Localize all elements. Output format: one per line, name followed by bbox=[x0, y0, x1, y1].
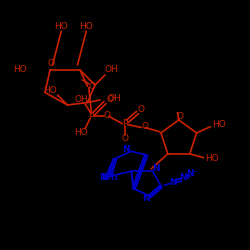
Text: OH: OH bbox=[74, 95, 88, 104]
Text: OH: OH bbox=[104, 66, 118, 74]
Text: O: O bbox=[176, 112, 184, 121]
Text: N⁺: N⁺ bbox=[179, 174, 191, 182]
Text: N: N bbox=[122, 146, 130, 154]
Text: HO: HO bbox=[43, 86, 57, 94]
Text: HO: HO bbox=[212, 120, 226, 129]
Text: NH₂: NH₂ bbox=[99, 173, 118, 182]
Text: O: O bbox=[48, 59, 55, 68]
Text: HO: HO bbox=[206, 154, 219, 164]
Text: O: O bbox=[122, 134, 128, 143]
Text: OH: OH bbox=[108, 94, 121, 103]
Text: N: N bbox=[169, 178, 176, 187]
Text: HO: HO bbox=[13, 66, 27, 74]
Text: N: N bbox=[142, 194, 150, 203]
Text: P: P bbox=[122, 119, 128, 128]
Text: N: N bbox=[152, 164, 160, 173]
Text: HO: HO bbox=[54, 22, 68, 31]
Text: HO: HO bbox=[80, 22, 93, 31]
Text: N: N bbox=[101, 173, 109, 182]
Text: P: P bbox=[88, 112, 94, 121]
Text: O: O bbox=[138, 105, 145, 114]
Text: HO: HO bbox=[74, 128, 88, 137]
Text: N⁻: N⁻ bbox=[186, 168, 199, 177]
Text: O: O bbox=[88, 82, 95, 91]
Text: O: O bbox=[106, 95, 114, 104]
Text: O: O bbox=[141, 122, 148, 131]
Text: O: O bbox=[104, 110, 111, 120]
